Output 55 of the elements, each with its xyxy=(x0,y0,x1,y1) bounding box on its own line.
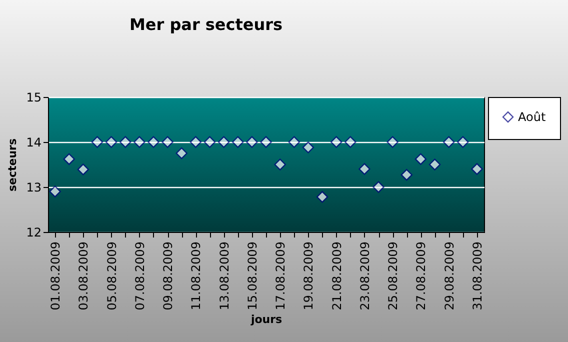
point xyxy=(372,181,384,193)
chart-title: Mer par secteurs xyxy=(129,15,283,34)
point xyxy=(63,153,75,165)
point xyxy=(134,136,146,148)
point xyxy=(471,163,483,175)
legend-label: Août xyxy=(518,110,546,124)
x-tick-label: 29.08.2009 xyxy=(442,242,456,310)
x-tick-label: 05.08.2009 xyxy=(104,242,119,310)
x-tick-label: 13.08.2009 xyxy=(217,242,232,310)
point xyxy=(330,136,342,148)
y-tick-label: 15 xyxy=(26,90,42,104)
x-tick-label: 15.08.2009 xyxy=(245,242,260,310)
point xyxy=(288,136,300,148)
point xyxy=(457,136,469,148)
point xyxy=(316,191,328,203)
point xyxy=(414,153,427,165)
x-tick-label: 09.08.2009 xyxy=(161,242,176,310)
x-tick-label: 01.08.2009 xyxy=(48,242,63,310)
point xyxy=(162,136,174,148)
point xyxy=(428,158,441,170)
x-tick-label: 11.08.2009 xyxy=(189,242,204,310)
point xyxy=(246,136,258,148)
point xyxy=(49,186,61,198)
point xyxy=(232,136,244,148)
y-tick-label: 13 xyxy=(26,180,42,194)
point xyxy=(190,136,202,148)
x-tick-label: 21.08.2009 xyxy=(330,242,344,310)
x-tick-label: 03.08.2009 xyxy=(76,242,91,310)
point xyxy=(260,136,272,148)
point xyxy=(400,169,412,181)
point xyxy=(218,136,230,148)
x-tick-label: 27.08.2009 xyxy=(414,242,428,310)
y-axis-title: secteurs xyxy=(6,138,20,192)
point xyxy=(274,158,286,170)
x-tick-label: 17.08.2009 xyxy=(274,242,288,310)
point xyxy=(344,136,356,148)
x-tick-label: 31.08.2009 xyxy=(470,242,484,310)
x-axis-title: jours xyxy=(250,313,283,326)
y-tick-label: 12 xyxy=(26,226,42,240)
point xyxy=(120,136,132,148)
point xyxy=(358,163,370,175)
x-tick-label: 07.08.2009 xyxy=(132,242,147,310)
point xyxy=(105,136,118,148)
x-tick-label: 23.08.2009 xyxy=(358,242,372,310)
x-tick-label: 25.08.2009 xyxy=(386,242,400,310)
point xyxy=(176,147,188,160)
point xyxy=(204,136,216,148)
point xyxy=(91,136,104,148)
y-tick-label: 14 xyxy=(26,136,42,150)
point xyxy=(442,136,455,148)
x-tick-label: 19.08.2009 xyxy=(302,242,316,310)
point xyxy=(77,164,90,176)
point xyxy=(386,136,398,148)
point xyxy=(148,136,160,148)
point xyxy=(302,142,314,154)
